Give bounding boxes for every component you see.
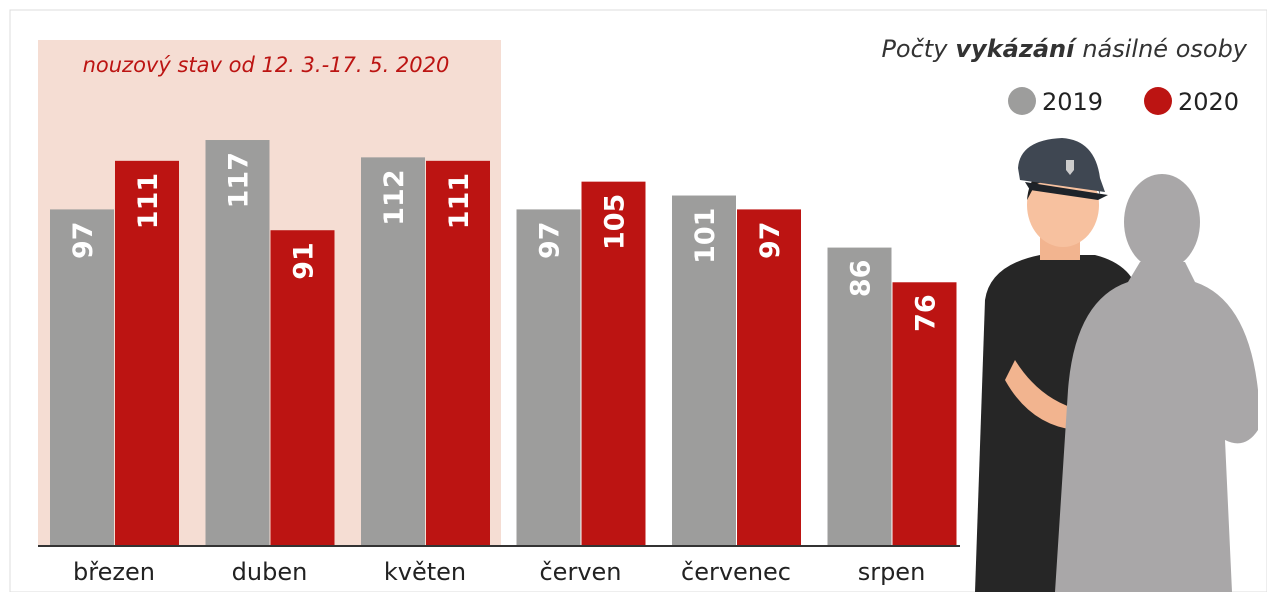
title-part: vykázání bbox=[955, 35, 1078, 63]
legend-swatch bbox=[1144, 87, 1172, 115]
value-label: 86 bbox=[846, 260, 877, 298]
value-label: 97 bbox=[535, 221, 566, 259]
x-tick-label: červenec bbox=[681, 558, 791, 586]
value-label: 97 bbox=[68, 221, 99, 259]
value-label: 97 bbox=[755, 221, 786, 259]
x-tick-label: květen bbox=[384, 558, 466, 586]
annotation: nouzový stav od 12. 3.-17. 5. 2020 bbox=[83, 53, 450, 77]
x-tick-label: duben bbox=[232, 558, 308, 586]
legend-label: 2020 bbox=[1178, 88, 1239, 116]
legend-swatch bbox=[1008, 87, 1036, 115]
value-label: 111 bbox=[133, 173, 164, 229]
legend-label: 2019 bbox=[1042, 88, 1103, 116]
value-label: 105 bbox=[600, 194, 631, 250]
value-label: 76 bbox=[911, 294, 942, 332]
title-part: Počty bbox=[881, 35, 948, 63]
value-label: 117 bbox=[224, 152, 255, 208]
x-tick-label: březen bbox=[73, 558, 155, 586]
value-label: 91 bbox=[289, 242, 320, 280]
value-label: 101 bbox=[690, 208, 721, 264]
value-label: 111 bbox=[444, 173, 475, 229]
title-part: násilné osoby bbox=[1082, 35, 1247, 63]
chart: nouzový stav od 12. 3.-17. 5. 2020 Počty… bbox=[0, 0, 1267, 592]
value-label: 112 bbox=[379, 169, 410, 225]
x-tick-label: červen bbox=[539, 558, 621, 586]
x-tick-label: srpen bbox=[858, 558, 926, 586]
